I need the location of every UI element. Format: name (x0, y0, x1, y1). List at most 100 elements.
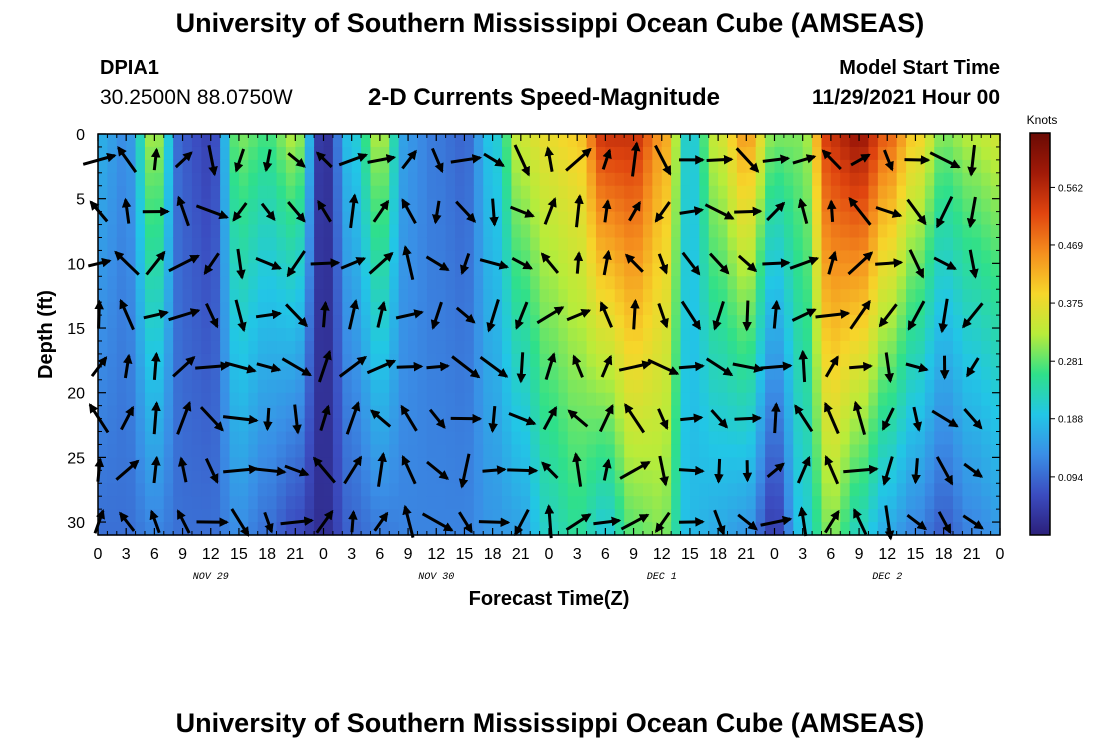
heatmap-cell (633, 431, 644, 446)
heatmap-cell (191, 457, 202, 471)
heatmap-cell (990, 509, 1001, 523)
heatmap-cell (191, 134, 202, 148)
heatmap-cell (210, 366, 221, 381)
heatmap-cell (408, 302, 419, 316)
heatmap-cell (210, 263, 221, 277)
heatmap-cell (812, 185, 823, 200)
heatmap-cell (586, 509, 597, 523)
current-arrow (115, 459, 140, 481)
heatmap-cell (699, 134, 710, 148)
heatmap-cell (126, 172, 137, 187)
heatmap-cell (849, 328, 860, 342)
heatmap-cell (577, 457, 588, 471)
heatmap-cell (924, 224, 935, 239)
heatmap-cell (426, 250, 437, 264)
heatmap-cell (577, 276, 588, 290)
heatmap-cell (455, 353, 466, 368)
heatmap-cell (652, 483, 663, 497)
current-arrow (114, 250, 140, 276)
heatmap-cell (642, 340, 653, 355)
heatmap-cell (389, 263, 400, 277)
heatmap-cell (182, 289, 193, 303)
heatmap-cell (285, 224, 296, 239)
heatmap-cell (962, 522, 973, 536)
heatmap-cell (464, 302, 475, 316)
heatmap-cell (492, 198, 503, 213)
heatmap-cell (502, 431, 513, 446)
heatmap-cell (586, 457, 597, 471)
heatmap-cell (736, 328, 747, 342)
heatmap-cell (840, 457, 851, 471)
heatmap-cell (520, 457, 531, 471)
heatmap-cell (257, 483, 268, 497)
heatmap-cell (765, 328, 776, 342)
heatmap-cell (633, 366, 644, 381)
x-tick-label: 3 (122, 546, 131, 563)
heatmap-cell (830, 431, 841, 446)
heatmap-cell (530, 276, 541, 290)
heatmap-cell (990, 302, 1001, 316)
heatmap-cell (633, 340, 644, 355)
heatmap-cell (135, 522, 146, 536)
heatmap-cell (539, 392, 550, 407)
heatmap-cell (736, 353, 747, 368)
heatmap-cell (595, 185, 606, 200)
heatmap-cell (285, 444, 296, 458)
current-arrow (514, 509, 530, 537)
heatmap-cell (389, 509, 400, 523)
current-arrow (931, 409, 959, 428)
heatmap-cell (107, 470, 118, 484)
heatmap-cell (887, 237, 898, 252)
heatmap-cell (727, 470, 738, 484)
heatmap-cell (605, 444, 616, 458)
heatmap-cell (859, 315, 870, 329)
current-arrow (938, 298, 949, 334)
heatmap-cell (98, 289, 108, 303)
heatmap-cell (849, 211, 860, 226)
heatmap-cell (830, 302, 841, 316)
heatmap-cell (210, 379, 221, 394)
heatmap-cell (314, 302, 325, 316)
heatmap-cell (802, 379, 813, 394)
current-arrow (737, 254, 758, 273)
heatmap-cell (238, 237, 249, 252)
heatmap-cell (248, 444, 259, 458)
heatmap-cell (332, 328, 343, 342)
heatmap-cell (962, 392, 973, 407)
heatmap-cell (642, 263, 653, 277)
heatmap-cell (276, 457, 287, 471)
heatmap-cell (558, 431, 569, 446)
heatmap-cell (361, 250, 372, 264)
heatmap-cell (267, 353, 278, 368)
heatmap-cell (783, 146, 794, 161)
heatmap-cell (398, 328, 409, 342)
heatmap-cell (502, 379, 513, 394)
heatmap-cell (765, 405, 776, 420)
heatmap-cell (445, 392, 456, 407)
heatmap-cell (398, 289, 409, 303)
heatmap-cell (652, 276, 663, 290)
heatmap-cell (191, 392, 202, 407)
heatmap-cell (671, 159, 682, 174)
x-tick-label: 6 (601, 546, 610, 563)
heatmap-cell (755, 172, 766, 187)
heatmap-cell (295, 198, 306, 213)
heatmap-cell (220, 289, 231, 303)
heatmap-cell (539, 483, 550, 497)
heatmap-cell (727, 457, 738, 471)
heatmap-cell (332, 431, 343, 446)
heatmap-cell (671, 444, 682, 458)
heatmap-cell (577, 392, 588, 407)
heatmap-cell (821, 289, 832, 303)
heatmap-cell (473, 250, 484, 264)
heatmap-cell (652, 328, 663, 342)
heatmap-cell (483, 302, 494, 316)
heatmap-cell (455, 211, 466, 226)
heatmap-cell (821, 237, 832, 252)
heatmap-cell (802, 276, 813, 290)
heatmap-cell (906, 509, 917, 523)
heatmap-cell (492, 379, 503, 394)
heatmap-cell (661, 366, 672, 381)
heatmap-cell (417, 328, 428, 342)
heatmap-cell (896, 444, 907, 458)
